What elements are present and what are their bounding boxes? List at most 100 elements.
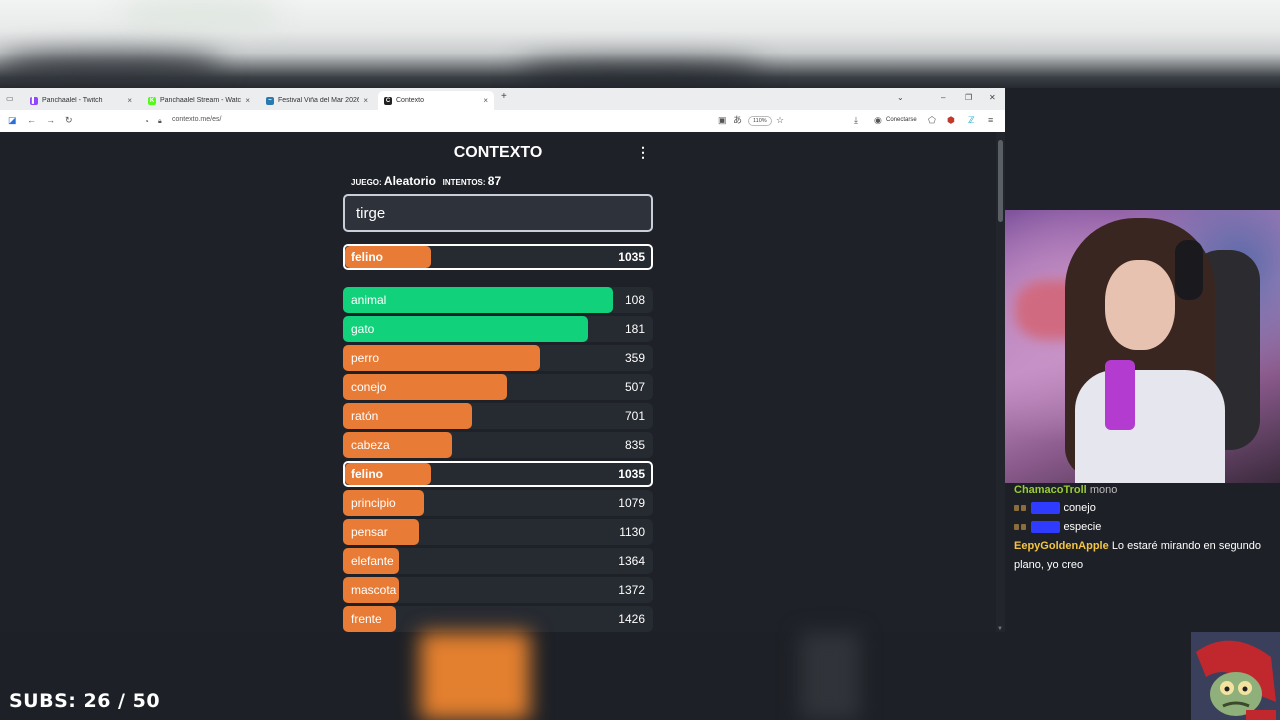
forward-arrow-icon[interactable]: → [46,115,55,125]
guess-word: elefante [351,554,394,568]
chat-text: conejo [1063,502,1096,514]
blurred-gray-blob [800,632,860,720]
webcam-feed [1005,210,1280,483]
translate-icon[interactable]: あ [733,115,743,125]
translator-icon[interactable]: ℤ [968,115,975,125]
guess-rank: 359 [624,351,645,365]
chat-username[interactable]: ········ [1031,521,1061,533]
tab-kick[interactable]: K Panchaalel Stream - Watch × [142,91,256,110]
chat-username[interactable]: EepyGoldenApple [1014,540,1109,552]
guess-rank: 507 [624,380,645,394]
back-arrow-icon[interactable]: ← [27,115,36,125]
microphone [1105,360,1135,430]
chat-message: ········ conejo [1014,499,1272,518]
guess-rank: 1035 [618,467,645,481]
guess-row: frente 1426 [343,606,653,632]
site-info-icon[interactable]: ◔ [144,117,149,126]
navigation-bar: ◪ ← → ↻ ◔ 🔒︎ contexto.me/es/ ▣ あ 110% ☆ … [0,110,1005,133]
restore-icon[interactable]: ❐ [965,93,973,102]
top-blurred-background [0,0,1280,88]
close-icon[interactable]: × [127,96,132,105]
guess-rank: 701 [624,409,645,423]
more-options-icon[interactable]: ⋮ [636,144,650,160]
close-icon[interactable]: × [245,96,250,105]
guess-bar [343,345,540,371]
extensions-icon[interactable]: ⬠ [928,115,936,125]
bottom-blurred-background [0,632,1280,720]
url-text[interactable]: contexto.me/es/ [172,116,222,123]
guess-word: felino [351,250,383,264]
guess-word: gato [351,322,375,336]
guess-row: animal 108 [343,287,653,313]
connect-label[interactable]: Conectarse [886,117,917,123]
badge-icon [1014,524,1019,531]
guess-row: pensar 1130 [343,519,653,545]
guess-bar [343,316,588,342]
tab-title: Contexto [396,97,425,104]
chat-text: mono [1089,484,1118,496]
menu-icon[interactable]: ≡ [988,115,994,125]
tab-contexto[interactable]: C Contexto × [378,91,494,110]
lock-icon: 🔒︎ [158,118,162,125]
zombie-avatar-svg [1191,632,1280,720]
chat-message: ChamacoTroll mono [1014,481,1272,500]
tab-festival[interactable]: ~ Festival Viña del Mar 2026: Día × [260,91,374,110]
guess-row: ratón 701 [343,403,653,429]
game-value: Aleatorio [383,174,436,188]
guess-bar [343,432,452,458]
bookmark-star-icon[interactable]: ☆ [776,115,785,125]
guess-bar [343,606,396,632]
tab-title: Festival Viña del Mar 2026: Día [278,97,360,104]
tries-value: 87 [487,174,502,188]
scrollbar-thumb[interactable] [998,140,1003,222]
reload-icon[interactable]: ↻ [65,115,73,125]
account-icon[interactable]: ◉ [874,115,882,125]
reader-view-icon[interactable]: ▣ [718,115,727,125]
window-close-icon[interactable]: ✕ [989,93,996,102]
guess-rank: 1372 [618,583,645,597]
tab-title: Panchaalel Stream - Watch [160,97,242,104]
chat-username[interactable]: ChamacoTroll [1014,484,1087,496]
address-bar[interactable]: ◔ 🔒︎ contexto.me/es/ ▣ あ 110% ☆ [140,113,790,129]
chat-username[interactable]: ········ [1031,502,1061,514]
guess-bar [343,519,419,545]
close-icon[interactable]: × [363,96,368,105]
guess-word: animal [351,293,387,307]
guess-bar [343,577,399,603]
blurred-orange-blob [420,632,530,720]
chat-text: Lo estaré mirando en segundo plano, yo c… [1014,540,1262,571]
guess-bar [345,463,431,485]
chat-message: ········ especie [1014,518,1272,537]
guess-rank: 181 [624,322,645,336]
close-icon[interactable]: × [483,96,488,105]
badge-icon [1021,505,1026,512]
minimize-icon[interactable]: – [941,93,946,102]
guess-word: perro [351,351,380,365]
guess-rank: 1426 [618,612,645,626]
game-label: JUEGO: [351,178,382,187]
guess-input[interactable] [343,194,653,232]
new-tab-plus-icon[interactable]: + [501,91,507,102]
guess-rank: 1364 [618,554,645,568]
badge-icon [1021,524,1026,531]
guess-row: mascota 1372 [343,577,653,603]
guess-word: principio [351,496,396,510]
tab-actions-icon[interactable]: ▭ [6,94,14,103]
guess-word: mascota [351,583,397,597]
zoom-level[interactable]: 110% [748,116,772,126]
tab-title: Panchaalel - Twitch [42,97,103,104]
guess-word: ratón [351,409,379,423]
download-icon[interactable]: ⤓ [854,115,858,125]
zombie-avatar-icon [1191,632,1280,720]
browser-window: ▭ ▌ Panchaalel - Twitch × K Panchaalel S… [0,88,1005,632]
page-title: CONTEXTO [453,144,543,161]
tab-twitch[interactable]: ▌ Panchaalel - Twitch × [24,91,138,110]
guess-rank: 1130 [619,525,645,539]
guess-row: perro 359 [343,345,653,371]
page-scrollbar[interactable]: ▼ [996,132,1005,632]
scroll-down-arrow-icon[interactable]: ▼ [997,626,1003,632]
tab-list-chevron-icon[interactable]: ⌄ [897,93,904,102]
sidebar-toggle-icon[interactable]: ◪ [8,115,17,125]
ublock-icon[interactable]: ⬢ [947,115,955,125]
last-guess-row: felino 1035 [343,244,653,270]
